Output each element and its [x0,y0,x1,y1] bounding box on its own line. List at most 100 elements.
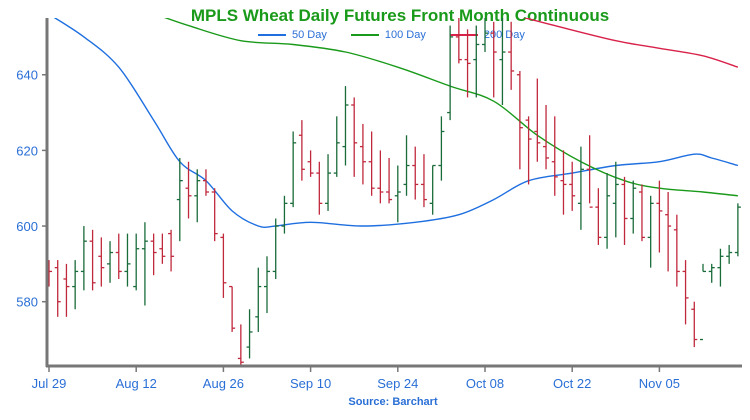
ohlc-bar [133,233,140,291]
ohlc-bar [569,161,576,211]
ohlc-bar [281,195,288,234]
y-tick-label: 600 [16,219,38,234]
ma50-line [53,18,739,229]
source-label: Source: Barchart [348,396,438,408]
legend-swatch-ma100 [350,34,379,36]
x-tick-label: Jul 29 [32,376,67,391]
ohlc-bar [377,150,384,204]
ohlc-bar [700,263,706,341]
ohlc-bar [325,154,332,211]
ohlc-bar [673,214,680,287]
ohlc-bar [455,18,462,64]
ohlc-bar [412,146,419,200]
ohlc-bar [638,184,645,242]
ohlc-bar [237,324,244,366]
ohlc-bar [272,218,279,279]
ohlc-bars-layer [48,18,741,366]
ohlc-bar [490,21,497,98]
ohlc-bar [168,229,175,272]
ohlc-bar [534,78,541,162]
ohlc-bar [194,169,201,223]
ohlc-bar [516,70,523,170]
ma200-line [522,18,739,68]
ohlc-bar [316,161,323,215]
ohlc-bar [543,105,550,170]
x-tick-label: Oct 22 [553,376,591,391]
ohlc-bar [586,135,593,208]
chart-title: MPLS Wheat Daily Futures Front Month Con… [190,6,610,25]
ohlc-bar [290,131,297,208]
legend-label-ma50: 50 Day [292,29,327,41]
ohlc-bar [394,165,401,223]
ohlc-bar [264,256,270,314]
ohlc-bar [734,203,741,257]
ohlc-bar [98,237,105,287]
ohlc-bar [464,29,471,98]
x-tick-label: Nov 05 [639,376,680,391]
legend-swatch-ma200 [449,34,478,36]
ohlc-bar [246,309,253,359]
ohlc-bar [551,116,558,196]
ohlc-bar [630,180,637,234]
legend-swatch-ma50 [258,34,286,36]
ohlc-bar [63,263,70,317]
moving-average-layer [53,18,739,229]
ohlc-bar [438,116,445,181]
legend-label-ma100: 100 Day [384,29,426,41]
ma100-line [163,18,738,197]
ohlc-bar [482,18,488,53]
y-tick-label: 640 [16,68,38,83]
ohlc-bar [508,21,515,90]
axes-layer: 580 600 620 640 Jul 29 Aug 12 Aug 26 Sep 10 Sep … [16,18,742,391]
x-tick-label: Oct 08 [466,376,504,391]
ohlc-bar [220,233,227,298]
legend-item-ma50: 50 Day [258,28,327,42]
ohlc-bar [499,18,506,105]
ohlc-bar [176,157,183,242]
x-tick-label: Aug 12 [116,376,157,391]
ohlc-bar [255,267,262,332]
ohlc-bar [604,173,611,249]
ohlc-bar [150,233,157,276]
ohlc-bar [708,263,715,283]
ohlc-bar [420,154,427,208]
ohlc-bar [202,169,209,196]
x-tick-label: Sep 24 [377,376,418,391]
ohlc-bar [89,229,96,291]
ohlc-bar [560,150,567,215]
ohlc-bar [665,192,672,272]
ohlc-bar [621,176,628,245]
ohlc-bar [403,135,410,196]
ohlc-bar [124,233,131,287]
ohlc-bar [229,285,236,332]
ohlc-bar [647,195,654,268]
ohlc-bar [351,97,358,177]
ohlc-bar [368,131,375,196]
ohlc-bar [595,188,602,245]
ohlc-bar [682,260,689,325]
y-tick-label: 580 [16,295,38,310]
ohlc-bar [298,120,305,181]
ohlc-bar [307,150,314,177]
ohlc-bar [54,260,61,317]
ohlc-bar [447,25,454,121]
ohlc-bar [359,123,366,185]
ohlc-bar [107,241,114,283]
ohlc-bar [115,233,122,279]
ohlc-bar [185,161,192,219]
y-tick-label: 620 [16,143,38,158]
ohlc-bar [577,146,584,230]
legend-item-ma100: 100 Day [350,28,426,42]
ohlc-bar [717,248,724,287]
ohlc-bar [141,222,148,306]
ohlc-bar [72,260,79,310]
ohlc-bar [691,301,698,348]
ohlc-bar [342,86,349,166]
ohlc-bar [386,157,393,204]
ohlc-bar [211,188,218,242]
ohlc-bar [726,244,733,264]
ohlc-bar [656,180,663,253]
ohlc-bar [80,226,87,291]
ohlc-bar [473,25,480,98]
